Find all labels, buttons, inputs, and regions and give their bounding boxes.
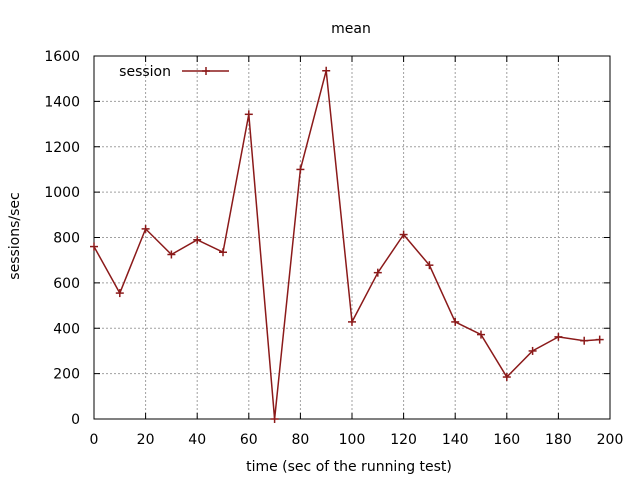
- data-point: [141, 224, 150, 233]
- chart-title: mean: [331, 21, 371, 37]
- y-tick-label: 1000: [44, 185, 80, 201]
- data-point: [502, 373, 511, 382]
- y-tick-label: 1600: [44, 49, 80, 65]
- x-tick-label: 60: [240, 432, 258, 448]
- data-point: [348, 317, 356, 326]
- data-point: [193, 235, 202, 244]
- x-tick-label: 20: [137, 432, 155, 448]
- x-tick-label: 180: [545, 432, 572, 448]
- y-axis-ticks: 0 200 400 600 800 1000 1200 1400 1600: [44, 49, 610, 428]
- data-point: [528, 346, 537, 355]
- data-point: [373, 268, 382, 277]
- data-point: [244, 110, 253, 119]
- data-point: [399, 230, 408, 239]
- x-tick-label: 0: [90, 432, 99, 448]
- data-point: [219, 248, 227, 257]
- x-tick-label: 160: [493, 432, 520, 448]
- x-axis-ticks: 0 20 40 60 80 100 120 140 160 180 200: [90, 56, 624, 448]
- x-tick-label: 120: [390, 432, 417, 448]
- data-point: [90, 242, 98, 251]
- data-point: [595, 335, 604, 344]
- x-tick-label: 80: [291, 432, 309, 448]
- y-tick-label: 1200: [44, 140, 80, 156]
- legend-marker: [202, 67, 210, 75]
- legend-label: session: [119, 64, 171, 80]
- x-tick-label: 100: [339, 432, 366, 448]
- x-tick-label: 140: [442, 432, 469, 448]
- y-axis-label: sessions/sec: [7, 192, 23, 279]
- data-point: [270, 415, 279, 423]
- data-point: [115, 289, 124, 298]
- series-layer: [90, 66, 604, 423]
- data-point: [322, 66, 331, 75]
- series-line-session: [93, 70, 600, 420]
- x-tick-label: 40: [188, 432, 206, 448]
- grid-lines: [94, 56, 610, 419]
- data-point: [167, 250, 176, 259]
- y-tick-label: 400: [53, 321, 80, 337]
- y-tick-label: 200: [53, 367, 80, 383]
- data-point: [554, 332, 563, 341]
- y-tick-label: 800: [53, 231, 80, 247]
- data-point: [580, 336, 589, 345]
- x-axis-label: time (sec of the running test): [246, 459, 452, 475]
- data-point: [296, 165, 305, 174]
- y-tick-label: 600: [53, 276, 80, 292]
- y-tick-label: 0: [71, 412, 80, 428]
- x-tick-label: 200: [597, 432, 624, 448]
- data-point: [477, 330, 485, 339]
- legend: session: [119, 64, 229, 80]
- y-tick-label: 1400: [44, 94, 80, 110]
- data-point: [425, 261, 434, 270]
- data-point: [451, 317, 460, 326]
